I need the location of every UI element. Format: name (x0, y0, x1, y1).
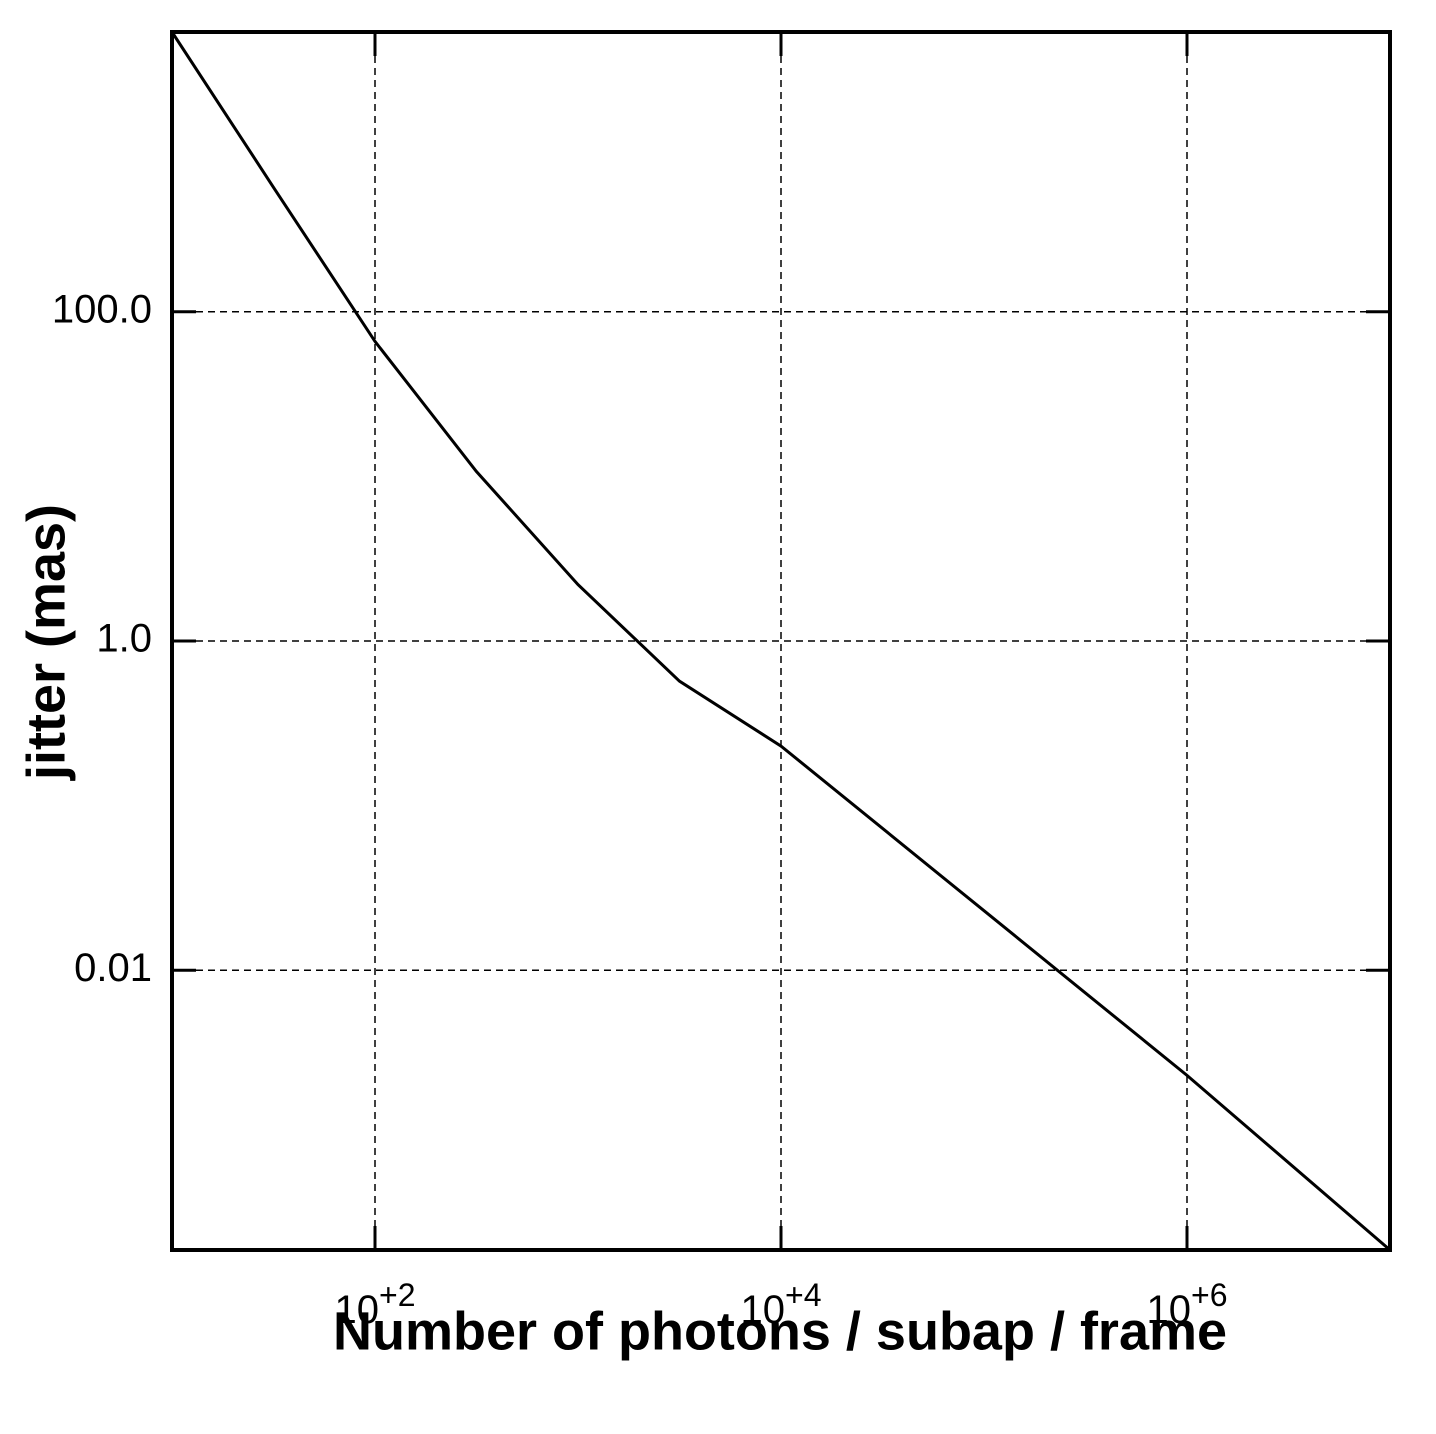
y-tick-label: 1.0 (96, 617, 152, 661)
plot-frame (170, 30, 1392, 1252)
x-tick-label: 10+6 (1147, 1277, 1228, 1331)
y-axis-label: jitter (mas) (16, 504, 76, 781)
x-tick-label: 10+2 (335, 1277, 416, 1331)
x-tick-label: 10+4 (741, 1277, 822, 1331)
line-series (170, 31, 1391, 1252)
y-tick-label: 100.0 (52, 287, 152, 331)
x-axis-label: Number of photons / subap / frame (333, 1301, 1227, 1361)
y-tick-label: 0.01 (74, 946, 152, 990)
